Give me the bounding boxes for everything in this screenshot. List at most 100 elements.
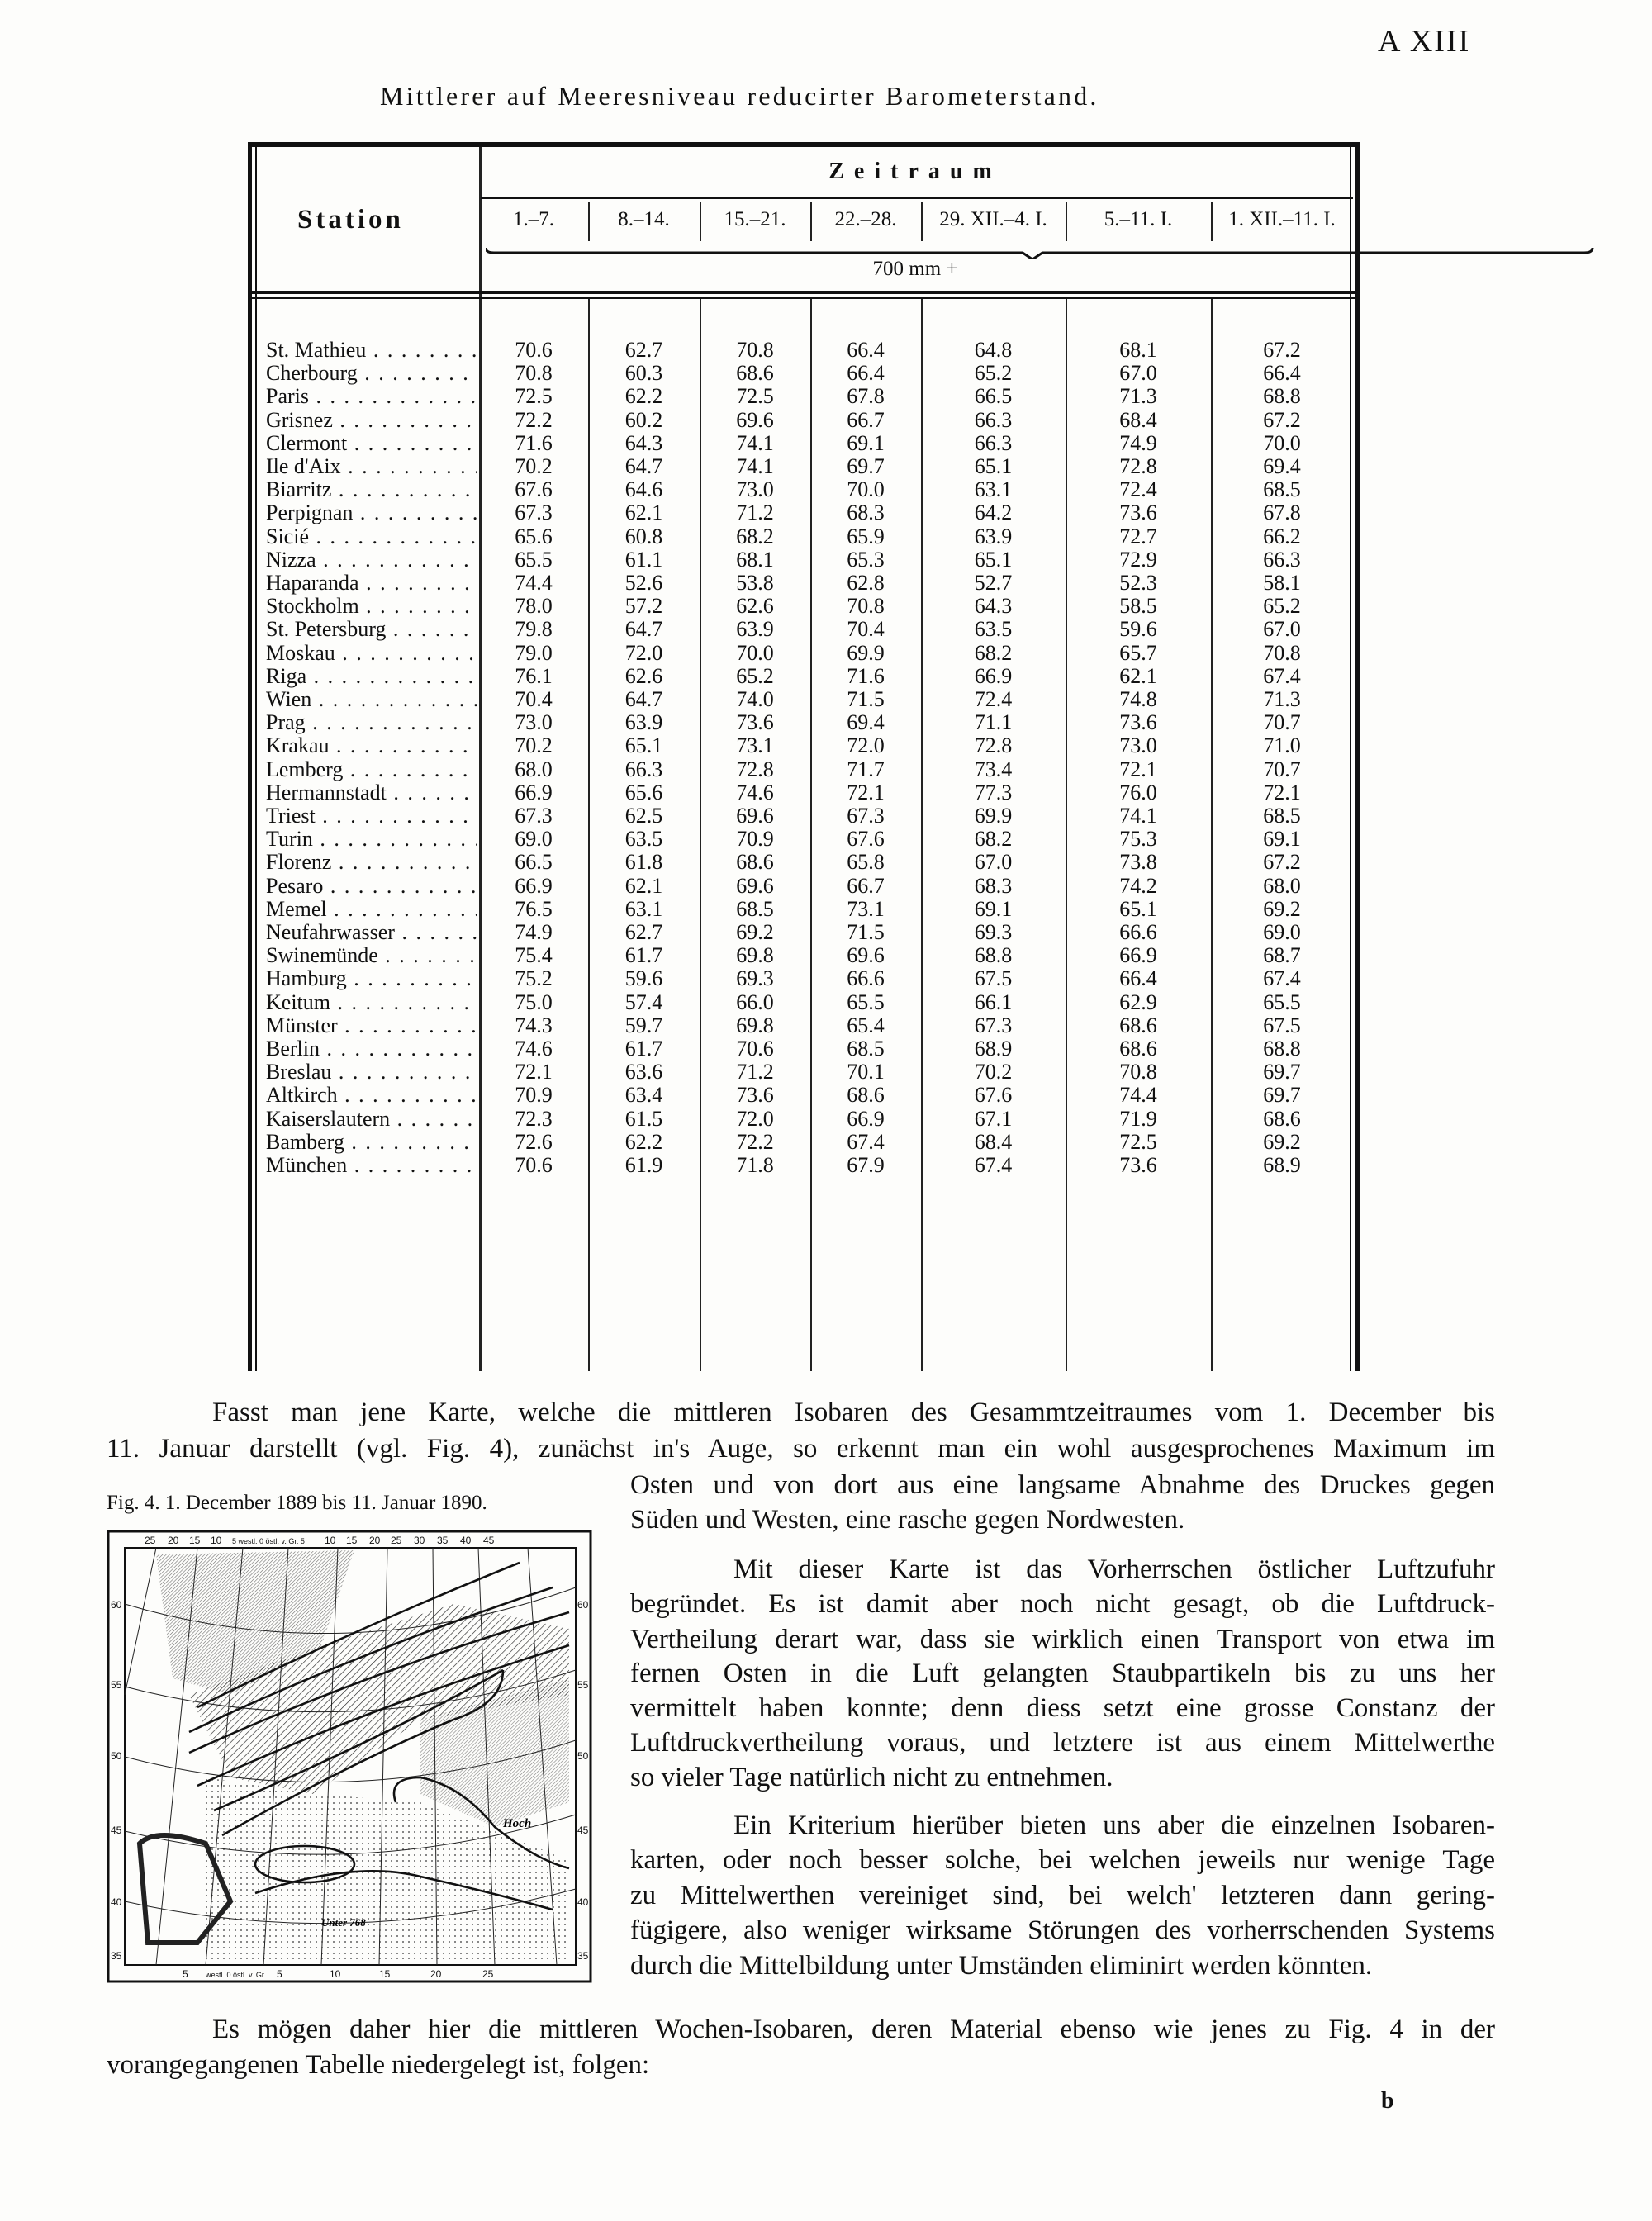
pressure-value: 70.8 <box>1119 1060 1157 1084</box>
pressure-value: 67.2 <box>1263 850 1301 875</box>
pressure-value: 68.8 <box>974 943 1013 968</box>
pressure-value: 67.4 <box>1263 663 1301 688</box>
pressure-value: 66.7 <box>847 407 885 432</box>
station-name: Kaiserslautern <box>266 1108 477 1131</box>
table-row: Sicié 65.6 60.8 68.2 65.9 63.9 72.7 66.2 <box>248 524 1360 548</box>
pressure-value: 70.0 <box>736 640 774 665</box>
pressure-value: 71.5 <box>847 687 885 711</box>
station-name: Grisnez <box>266 409 477 432</box>
pressure-value: 70.2 <box>515 454 553 478</box>
station-name: Altkirch <box>266 1084 477 1107</box>
pressure-value: 65.1 <box>1119 896 1157 921</box>
pressure-value: 66.6 <box>1119 920 1157 944</box>
station-name: Breslau <box>266 1061 477 1084</box>
brace <box>486 247 1594 259</box>
pressure-value: 65.2 <box>974 361 1013 386</box>
figure-caption: Fig. 4. 1. December 1889 bis 11. Januar … <box>107 1492 487 1514</box>
svg-text:40: 40 <box>460 1535 472 1546</box>
pressure-value: 53.8 <box>736 571 774 595</box>
pressure-value: 62.6 <box>736 594 774 619</box>
table-row: Neufahrwasser 74.9 62.7 69.2 71.5 69.3 66.6 69.… <box>248 921 1360 944</box>
barometer-table: Station Zeitraum 700 mm + 1.–7. 8.–14. 15.… <box>248 142 1594 1371</box>
pressure-value: 75.0 <box>515 989 553 1014</box>
svg-text:10: 10 <box>211 1535 222 1546</box>
pressure-value: 71.3 <box>1263 687 1301 711</box>
pressure-value: 73.6 <box>1119 501 1157 525</box>
station-name: Cherbourg <box>266 362 477 385</box>
header-rule <box>481 197 1353 199</box>
svg-text:20: 20 <box>369 1535 381 1546</box>
pressure-value: 69.8 <box>736 1013 774 1037</box>
table-row: Lemberg 68.0 66.3 72.8 71.7 73.4 72.1 70.7 <box>248 757 1360 781</box>
svg-text:5: 5 <box>277 1968 282 1980</box>
pressure-value: 67.4 <box>1263 966 1301 991</box>
pressure-value: 72.8 <box>736 757 774 781</box>
pressure-value: 63.1 <box>974 477 1013 502</box>
table-row: Wien 70.4 64.7 74.0 71.5 72.4 74.8 71.3 <box>248 688 1360 711</box>
pressure-value: 64.6 <box>624 477 663 502</box>
pressure-value: 61.1 <box>624 547 663 572</box>
pressure-value: 66.3 <box>624 757 663 781</box>
station-name: Haparanda <box>266 572 477 595</box>
station-name: Paris <box>266 385 477 408</box>
pressure-value: 70.8 <box>1263 640 1301 665</box>
pressure-value: 59.7 <box>624 1013 663 1037</box>
svg-text:20: 20 <box>430 1968 442 1980</box>
pressure-value: 68.9 <box>1263 1153 1301 1177</box>
pressure-value: 64.8 <box>974 338 1013 362</box>
station-name: Pesaro <box>266 875 477 898</box>
text-line: fernen Osten in die Luft gelangten Staub… <box>630 1659 1495 1688</box>
pressure-value: 67.6 <box>974 1083 1013 1108</box>
pressure-value: 66.4 <box>1263 361 1301 386</box>
pressure-value: 68.5 <box>847 1037 885 1061</box>
pressure-value: 68.3 <box>847 501 885 525</box>
pressure-value: 72.5 <box>1119 1129 1157 1154</box>
pressure-value: 69.9 <box>847 640 885 665</box>
pressure-value: 67.5 <box>1263 1013 1301 1037</box>
pressure-value: 73.6 <box>736 1083 774 1108</box>
pressure-value: 64.3 <box>624 430 663 455</box>
pressure-value: 65.1 <box>974 547 1013 572</box>
pressure-value: 66.3 <box>974 407 1013 432</box>
svg-text:50: 50 <box>111 1750 122 1762</box>
table-title: Mittlerer auf Meeresniveau reducirter Ba… <box>380 81 1099 111</box>
table-row: St. Petersburg 79.8 64.7 63.9 70.4 63.5 59.6 67… <box>248 618 1360 641</box>
pressure-value: 68.7 <box>1263 943 1301 968</box>
column-divider <box>810 202 812 241</box>
pressure-value: 68.6 <box>1119 1013 1157 1037</box>
svg-text:45: 45 <box>111 1825 122 1836</box>
column-header: 1. XII.–11. I. <box>1228 208 1336 230</box>
pressure-value: 67.2 <box>1263 407 1301 432</box>
header-rule <box>248 291 1360 294</box>
station-name: München <box>266 1154 477 1177</box>
pressure-value: 68.6 <box>1263 1106 1301 1131</box>
station-name: Clermont <box>266 432 477 455</box>
pressure-value: 70.9 <box>515 1083 553 1108</box>
station-name: Hamburg <box>266 967 477 990</box>
pressure-value: 72.0 <box>847 733 885 758</box>
pressure-value: 74.3 <box>515 1013 553 1037</box>
svg-text:50: 50 <box>577 1750 589 1762</box>
low-label: Unter 768 <box>321 1916 366 1929</box>
pressure-value: 52.6 <box>624 571 663 595</box>
pressure-value: 66.9 <box>847 1106 885 1131</box>
station-name: Moskau <box>266 642 477 665</box>
pressure-value: 67.6 <box>847 827 885 852</box>
pressure-value: 74.4 <box>1119 1083 1157 1108</box>
pressure-value: 67.3 <box>515 501 553 525</box>
pressure-value: 71.2 <box>736 1060 774 1084</box>
pressure-value: 75.3 <box>1119 827 1157 852</box>
pressure-value: 71.5 <box>847 920 885 944</box>
pressure-value: 69.2 <box>1263 1129 1301 1154</box>
station-name: Krakau <box>266 734 477 757</box>
column-divider <box>921 202 923 241</box>
pressure-value: 68.9 <box>974 1037 1013 1061</box>
table-border <box>1355 142 1360 1371</box>
pressure-value: 63.5 <box>624 827 663 852</box>
pressure-value: 75.2 <box>515 966 553 991</box>
svg-text:55: 55 <box>111 1679 122 1691</box>
pressure-value: 70.2 <box>974 1060 1013 1084</box>
text-line: 11. Januar darstellt (vgl. Fig. 4), zunä… <box>107 1434 1495 1464</box>
pressure-value: 73.0 <box>736 477 774 502</box>
pressure-value: 68.5 <box>1263 477 1301 502</box>
